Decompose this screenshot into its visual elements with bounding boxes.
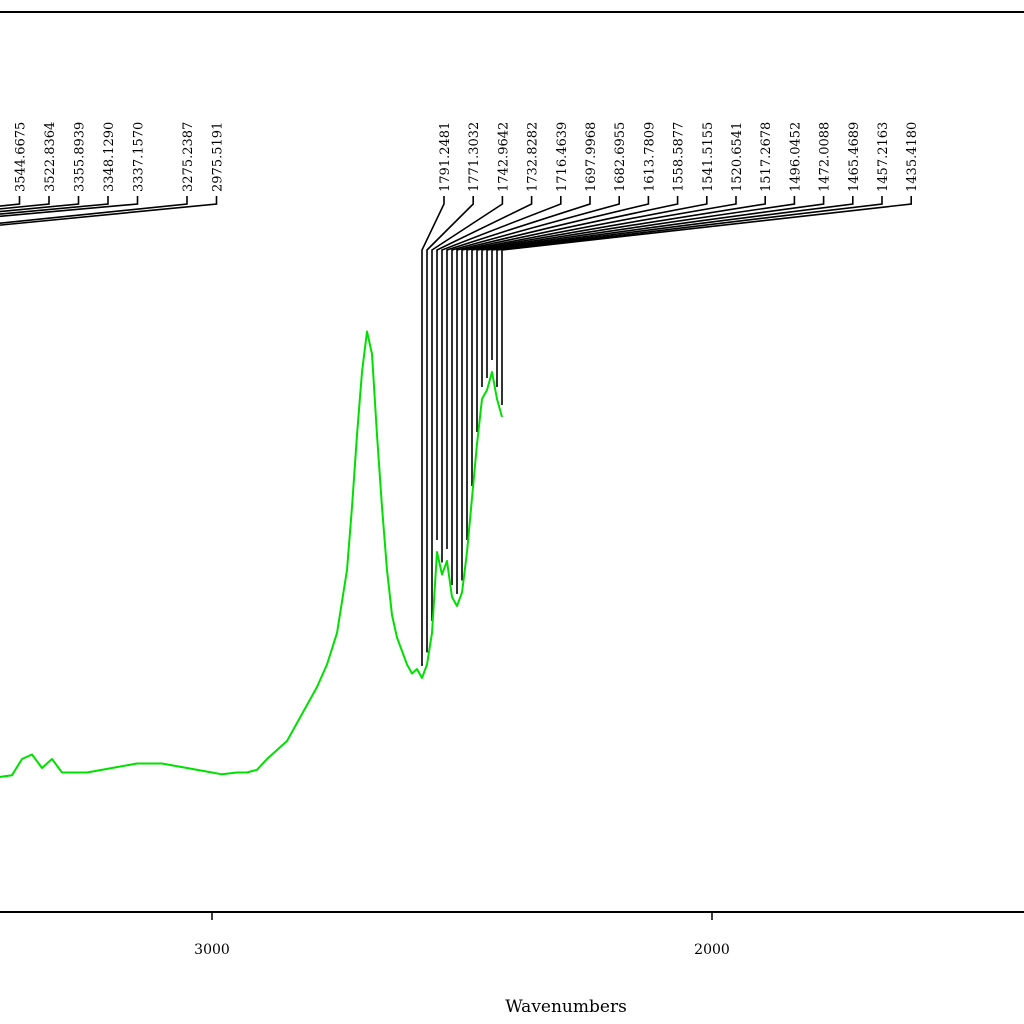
peak-label: 1435.4180 bbox=[905, 122, 920, 192]
peak-marker-lines bbox=[0, 196, 913, 666]
x-tick-label: 3000 bbox=[194, 942, 230, 958]
peak-leader-line bbox=[436, 196, 533, 540]
peak-leader-line bbox=[476, 196, 767, 432]
peak-leader-line bbox=[0, 196, 21, 207]
peak-label: 3544.6675 bbox=[14, 122, 29, 192]
peak-label: 1697.9968 bbox=[584, 122, 599, 192]
peak-leader-line bbox=[471, 196, 737, 486]
peak-label: 3522.8364 bbox=[43, 122, 58, 192]
peak-leader-line bbox=[451, 196, 621, 585]
peak-label: 1465.4689 bbox=[847, 122, 862, 192]
x-tick-label: 2000 bbox=[694, 942, 730, 958]
peak-leader-line bbox=[501, 196, 913, 405]
spectrum-line bbox=[0, 330, 503, 778]
peak-label: 1771.3032 bbox=[467, 122, 482, 192]
peak-label: 3348.1290 bbox=[102, 122, 117, 192]
peak-label: 1791.2481 bbox=[438, 122, 453, 192]
peak-leader-line bbox=[0, 196, 50, 210]
peak-leader-line bbox=[441, 196, 562, 563]
peak-leader-line bbox=[0, 196, 218, 226]
peak-label: 1496.0452 bbox=[788, 122, 803, 192]
peak-label: 1613.7809 bbox=[642, 122, 657, 192]
peak-label: 1517.2678 bbox=[759, 122, 774, 192]
peak-labels: 3583.79873544.66753522.83643355.89393348… bbox=[14, 122, 921, 192]
plot-area bbox=[0, 12, 1024, 912]
peak-label: 1742.9642 bbox=[496, 122, 511, 192]
peak-leader-line bbox=[496, 196, 883, 387]
peak-label: 1472.0088 bbox=[818, 122, 833, 192]
peak-leader-line bbox=[0, 196, 139, 218]
peak-leader-line bbox=[486, 196, 825, 378]
series-layer bbox=[0, 330, 503, 778]
peak-label: 1520.6541 bbox=[730, 122, 745, 192]
peak-label: 3275.2387 bbox=[181, 122, 196, 192]
peak-leader-line bbox=[461, 196, 679, 581]
peak-label: 1457.2163 bbox=[876, 122, 891, 192]
peak-leader-line bbox=[0, 196, 188, 225]
peak-leader-line bbox=[0, 196, 109, 215]
x-axis-title: Wavenumbers bbox=[505, 997, 627, 1017]
peak-leader-line bbox=[431, 196, 504, 621]
peak-label: 3355.8939 bbox=[73, 122, 88, 192]
peak-label: 3337.1570 bbox=[132, 122, 147, 192]
peak-leader-line bbox=[426, 196, 475, 653]
peak-label: 1558.5877 bbox=[672, 122, 687, 192]
peak-leader-line bbox=[481, 196, 796, 387]
peak-leader-line bbox=[421, 196, 445, 666]
peak-leader-line bbox=[456, 196, 650, 594]
peak-label: 1732.8282 bbox=[526, 122, 541, 192]
peak-leader-line bbox=[446, 196, 591, 549]
peak-leader-line bbox=[0, 196, 80, 213]
peak-leader-line bbox=[491, 196, 854, 360]
peak-label: 1541.5155 bbox=[701, 122, 716, 192]
peak-label: 1716.4639 bbox=[555, 122, 570, 192]
peak-label: 2975.5191 bbox=[211, 122, 226, 192]
peak-leader-line bbox=[466, 196, 708, 540]
x-ticks: 3000 2000 bbox=[194, 912, 730, 958]
peak-label: 1682.6955 bbox=[613, 122, 628, 192]
